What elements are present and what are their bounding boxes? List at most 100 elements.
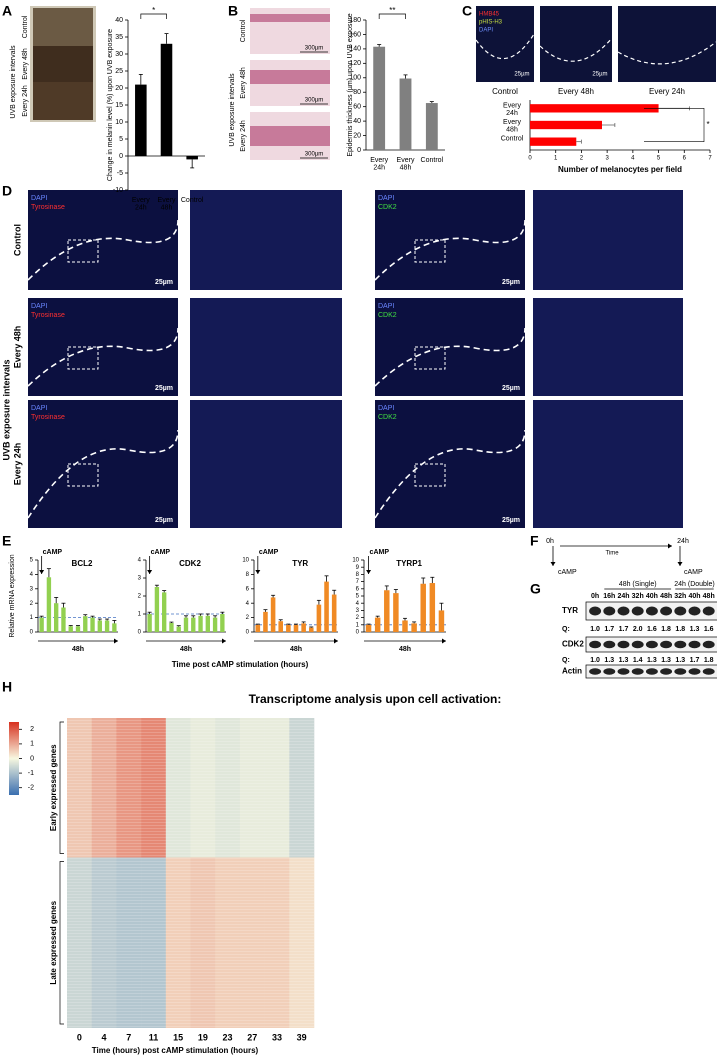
x-tick-label: 19 <box>198 1032 208 1042</box>
bar <box>270 597 276 632</box>
row-label: Every 48h <box>12 326 22 369</box>
image-label: Control <box>240 19 247 42</box>
column-label: 16h <box>603 593 615 600</box>
y-tick-label: 0 <box>246 630 250 636</box>
y-tick-label: 4 <box>246 601 250 607</box>
colorbar <box>9 722 19 795</box>
y-tick-label: 15 <box>115 102 123 109</box>
q-label: Q: <box>562 657 570 664</box>
y-tick-label: 60 <box>353 104 361 111</box>
arrow-head <box>668 543 672 549</box>
inset-box <box>67 463 99 487</box>
q-value: 1.7 <box>690 657 700 664</box>
category-label: Every 48h <box>503 119 521 134</box>
time-label: 24h <box>677 538 689 545</box>
blot-band <box>660 606 673 616</box>
bar <box>293 624 299 632</box>
panel-letter: G <box>530 581 541 597</box>
y-tick-label: 7 <box>356 579 360 585</box>
micrograph <box>618 6 716 82</box>
column-label: 48h <box>660 593 672 600</box>
stain-label: DAPI <box>479 28 493 34</box>
y-tick-label: 0 <box>138 630 142 636</box>
bar <box>39 617 44 632</box>
significance-bracket <box>140 13 167 19</box>
y-axis-title: Epidermis thickness (µm) upon UVB exposu… <box>347 13 354 156</box>
blot-band <box>702 640 715 649</box>
bar <box>162 592 167 632</box>
row-label: Control <box>12 224 22 256</box>
image-label: Every 24h <box>22 85 29 117</box>
bar <box>278 621 284 632</box>
treatment-label: cAMP <box>558 569 577 576</box>
x-tick-label: 0 <box>77 1032 82 1042</box>
blot-band <box>660 640 673 649</box>
blot-band <box>631 640 644 649</box>
micrograph <box>533 190 683 290</box>
x-tick-label: 5 <box>657 156 661 162</box>
stain-label: CDK2 <box>378 204 397 211</box>
y-tick-label: 40 <box>115 17 123 24</box>
chart-title: CDK2 <box>179 559 201 568</box>
time-label: 0h <box>546 538 554 545</box>
micrograph <box>375 298 525 396</box>
micrograph <box>33 8 93 46</box>
bar <box>438 610 445 632</box>
category-label: Every 24h <box>370 157 388 172</box>
category-label: Every 48h <box>158 197 176 212</box>
row-group-label: Late expressed genes <box>49 900 58 984</box>
bar <box>68 626 73 632</box>
y-tick-label: 9 <box>356 565 360 571</box>
x-tick-label: 2 <box>580 156 584 162</box>
y-tick-label: 0 <box>357 147 361 154</box>
image-label: Every 24h <box>649 87 685 96</box>
image-label: Control <box>492 87 518 96</box>
arrow-head <box>39 570 45 574</box>
tissue-border <box>27 219 179 281</box>
bar <box>301 623 306 632</box>
bracket <box>59 721 64 854</box>
column-label: 40h <box>688 593 700 600</box>
panel-letter: C <box>462 3 472 19</box>
arrow-head <box>147 570 153 574</box>
q-value: 1.8 <box>704 657 714 664</box>
blot-band <box>674 606 687 616</box>
blot-band <box>645 640 658 649</box>
x-tick-label: 0 <box>528 156 532 162</box>
period-label: 48h <box>399 646 411 653</box>
period-label: 48h <box>290 646 302 653</box>
bar <box>90 617 95 632</box>
colorbar-tick-label: 0 <box>30 755 34 762</box>
bar <box>263 611 268 632</box>
scale-bar: 25µm <box>514 72 529 78</box>
y-tick-label: 30 <box>115 51 123 58</box>
y-tick-label: 6 <box>356 586 360 592</box>
scale-bar: 25µm <box>502 279 520 286</box>
blot-band <box>589 606 602 616</box>
bar <box>324 581 329 632</box>
bar <box>425 103 438 150</box>
q-value: 1.3 <box>604 657 614 664</box>
scale-bar: 300µm <box>305 98 323 104</box>
q-value: 1.6 <box>647 626 657 633</box>
micrograph <box>476 6 534 82</box>
group-label: 24h (Double) <box>674 581 714 588</box>
tissue-border <box>374 327 526 387</box>
image-label: Every 48h <box>240 67 247 99</box>
column-label: 40h <box>646 593 658 600</box>
blot-band <box>589 668 602 675</box>
stain-label: HMB45 <box>479 12 500 18</box>
colorbar-tick-label: 1 <box>30 741 34 748</box>
q-value: 1.6 <box>704 626 714 633</box>
micrograph <box>28 400 178 528</box>
y-tick-label: 0 <box>30 630 34 636</box>
q-value: 1.7 <box>619 626 629 633</box>
bar <box>198 615 203 632</box>
tissue-border <box>374 429 526 519</box>
significance: * <box>706 120 709 129</box>
category-label: Every 24h <box>132 197 150 212</box>
micrograph <box>533 400 683 528</box>
scale-bar: 25µm <box>155 279 173 286</box>
bar <box>191 617 196 632</box>
